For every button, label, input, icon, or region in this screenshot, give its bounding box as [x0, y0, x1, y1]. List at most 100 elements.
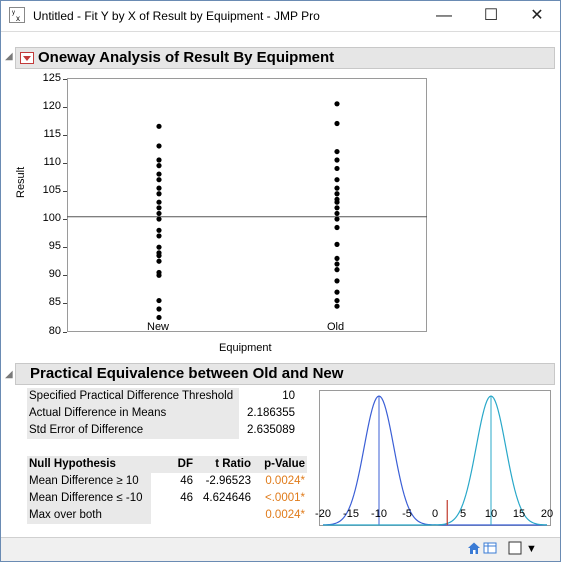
maximize-button[interactable]: ☐	[483, 7, 499, 24]
dropdown-arrow-icon[interactable]: ▼	[526, 543, 537, 555]
data-point[interactable]	[334, 205, 340, 211]
table-icon[interactable]	[483, 541, 497, 558]
data-point[interactable]	[334, 303, 340, 309]
data-point[interactable]	[334, 185, 340, 191]
data-point[interactable]	[156, 205, 162, 211]
report-content: ◢ Oneway Analysis of Result By Equipment…	[1, 31, 560, 537]
oneway-title: Oneway Analysis of Result By Equipment	[38, 49, 335, 66]
data-point[interactable]	[156, 227, 162, 233]
row-t-ratio: 4.624646	[203, 492, 251, 504]
plot-frame	[67, 78, 427, 332]
y-tick-mark	[63, 303, 67, 305]
x-tick-label: -20	[315, 508, 331, 520]
y-tick-label: 105	[42, 183, 61, 196]
data-point[interactable]	[334, 120, 340, 127]
data-point[interactable]	[334, 224, 340, 231]
disclosure-triangle-icon[interactable]: ◢	[5, 369, 13, 380]
home-icon[interactable]	[467, 541, 481, 558]
data-point[interactable]	[156, 143, 162, 149]
data-point[interactable]	[156, 306, 162, 312]
stat-value-actual-diff: 2.186355	[247, 407, 295, 419]
data-point[interactable]	[334, 165, 340, 172]
equivalence-title: Practical Equivalence between Old and Ne…	[30, 365, 344, 382]
oneway-outline-header[interactable]: Oneway Analysis of Result By Equipment	[15, 47, 555, 69]
data-point[interactable]	[334, 297, 340, 304]
data-point[interactable]	[334, 210, 340, 217]
data-point[interactable]	[156, 216, 162, 222]
y-tick-label: 120	[42, 99, 61, 112]
title-bar: y x Untitled - Fit Y by X of Result by E…	[1, 1, 560, 31]
data-point[interactable]	[334, 289, 340, 295]
row-p-value: 0.0024*	[265, 509, 305, 521]
data-point[interactable]	[156, 199, 162, 205]
svg-text:x: x	[16, 14, 20, 23]
x-tick-old: Old	[327, 321, 345, 333]
data-point[interactable]	[156, 253, 162, 259]
minimize-button[interactable]: —	[436, 7, 452, 24]
stat-value-std-error: 2.635089	[247, 424, 295, 436]
y-axis-label: Result	[15, 166, 27, 198]
data-point[interactable]	[334, 278, 340, 284]
x-tick-label: 5	[459, 508, 467, 520]
data-point[interactable]	[156, 210, 162, 217]
y-tick-mark	[63, 331, 67, 333]
col-header-p-value: p-Value	[253, 456, 307, 473]
row-hypothesis: Mean Difference ≥ 10	[27, 473, 151, 490]
upper-bound-curve	[323, 395, 548, 526]
status-bar: ▼	[1, 537, 560, 561]
red-triangle-menu-icon[interactable]	[20, 52, 34, 64]
data-point[interactable]	[334, 177, 340, 183]
row-hypothesis: Max over both	[27, 507, 151, 524]
data-point[interactable]	[334, 191, 340, 197]
row-hypothesis: Mean Difference ≤ -10	[27, 490, 151, 507]
row-p-value: 0.0024*	[265, 475, 305, 487]
equivalence-curves-plot[interactable]	[319, 390, 551, 526]
data-point[interactable]	[156, 185, 162, 191]
data-point[interactable]	[156, 191, 162, 197]
data-point[interactable]	[156, 163, 162, 169]
col-header-hypothesis: Null Hypothesis	[27, 456, 151, 473]
disclosure-triangle-icon[interactable]: ◢	[5, 51, 13, 62]
y-tick-mark	[63, 78, 67, 80]
data-point[interactable]	[156, 177, 162, 183]
data-point[interactable]	[156, 258, 162, 264]
x-tick-label: -5	[402, 508, 412, 520]
data-point[interactable]	[156, 314, 162, 321]
data-point[interactable]	[334, 148, 340, 155]
x-tick-label: -15	[343, 508, 359, 520]
data-point[interactable]	[156, 123, 162, 129]
equivalence-outline-header[interactable]: Practical Equivalence between Old and Ne…	[15, 363, 555, 385]
oneway-plot[interactable]	[67, 78, 427, 332]
jmp-app-icon: y x	[9, 7, 25, 23]
row-t-ratio	[195, 507, 253, 524]
row-t-ratio: -2.96523	[205, 475, 251, 487]
data-point[interactable]	[334, 261, 340, 267]
y-tick-mark	[63, 275, 67, 277]
data-point[interactable]	[156, 171, 162, 177]
y-tick-label: 80	[48, 324, 61, 337]
data-point[interactable]	[334, 216, 340, 222]
y-tick-mark	[63, 219, 67, 221]
checkbox-icon[interactable]	[508, 541, 522, 558]
y-tick-label: 90	[48, 268, 61, 281]
data-point[interactable]	[156, 233, 162, 239]
close-button[interactable]: ✕	[530, 7, 544, 24]
data-point[interactable]	[334, 157, 340, 163]
x-tick-label: 0	[431, 508, 439, 520]
data-point[interactable]	[334, 101, 340, 107]
row-df: 46	[180, 475, 193, 487]
data-point[interactable]	[156, 272, 162, 278]
data-point[interactable]	[156, 297, 162, 304]
data-point[interactable]	[156, 157, 162, 163]
x-tick-label: 10	[484, 508, 498, 520]
data-point[interactable]	[334, 255, 340, 262]
data-point[interactable]	[334, 267, 340, 273]
data-point[interactable]	[334, 241, 340, 247]
row-df: 46	[180, 492, 193, 504]
data-point[interactable]	[334, 199, 340, 205]
y-tick-label: 85	[48, 296, 61, 309]
data-point[interactable]	[156, 244, 162, 250]
x-tick-label: 20	[540, 508, 554, 520]
stat-label-actual-diff: Actual Difference in Means	[27, 405, 239, 422]
